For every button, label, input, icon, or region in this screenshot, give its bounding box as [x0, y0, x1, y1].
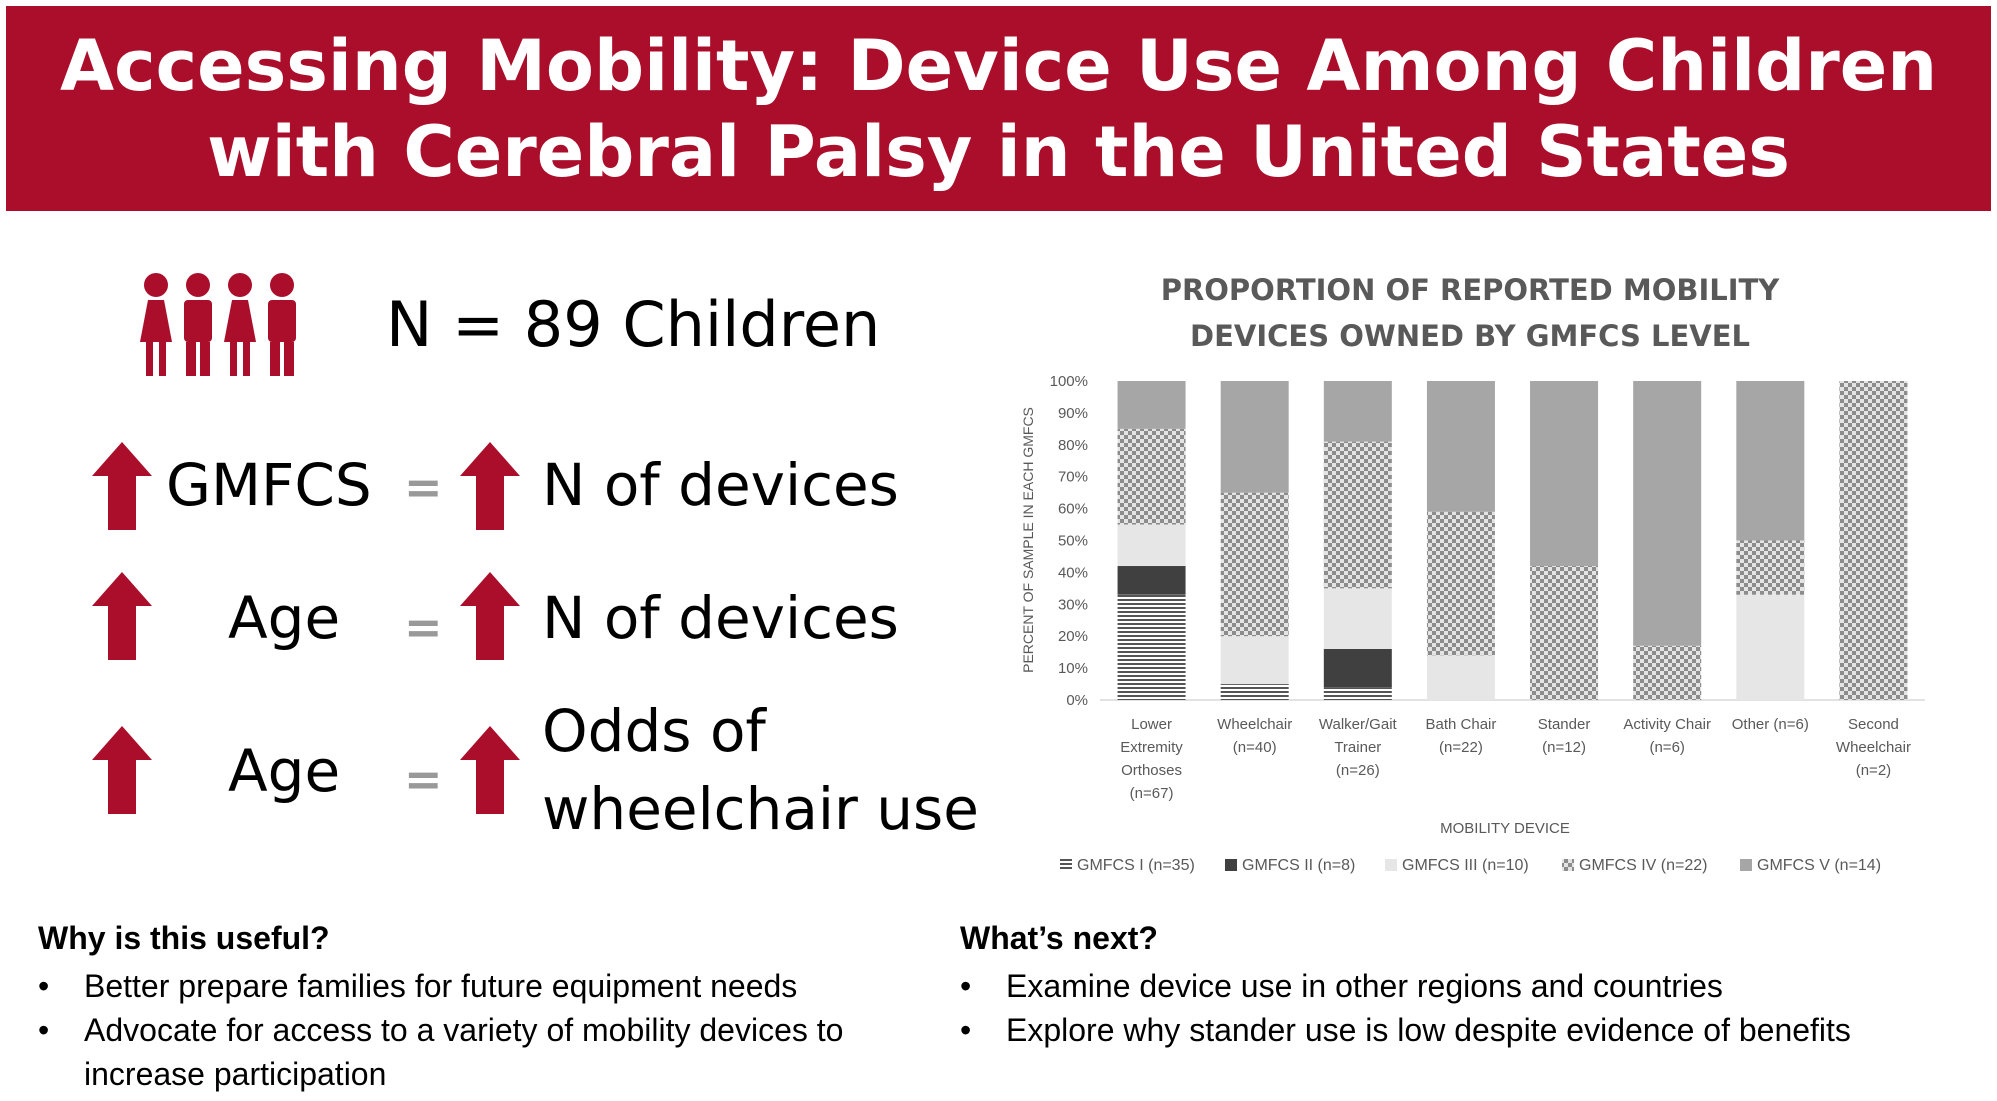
legend-swatch: [1060, 859, 1072, 871]
title-banner: Accessing Mobility: Device Use Among Chi…: [6, 6, 1991, 211]
up-arrow-icon: [460, 442, 520, 530]
child-girl-icon: [224, 273, 256, 376]
y-tick-label: 20%: [1058, 628, 1088, 645]
finding-right-line2: wheelchair use: [542, 775, 979, 843]
equals-sign: =: [404, 600, 443, 654]
x-category-label: Wheelchair (n=40): [1217, 716, 1292, 756]
y-tick-label: 80%: [1058, 437, 1088, 454]
bar-segment: [1530, 566, 1599, 700]
up-arrow-icon: [92, 442, 152, 530]
bar-segment: [1426, 655, 1495, 700]
legend-swatch: [1385, 859, 1397, 871]
bar-segment: [1220, 381, 1289, 493]
x-category-label: Bath Chair (n=22): [1426, 716, 1497, 756]
next-heading: What’s next?: [960, 920, 1158, 956]
bar-segment: [1117, 594, 1186, 700]
bar-segment: [1323, 441, 1392, 589]
legend-label: GMFCS IV (n=22): [1579, 857, 1707, 874]
finding-right-line1: Odds of: [542, 697, 766, 765]
bar-segment: [1530, 381, 1599, 567]
bar-segment: [1117, 381, 1186, 429]
legend-swatch: [1225, 859, 1237, 871]
up-arrow-icon: [92, 726, 152, 814]
bar-segment: [1117, 566, 1186, 595]
x-category-label: Activity Chair (n=6): [1623, 716, 1711, 756]
bar-segment: [1323, 687, 1392, 700]
stacked-bar-chart: PROPORTION OF REPORTED MOBILITY DEVICES …: [1020, 273, 1925, 874]
children-group-icon: [140, 273, 296, 376]
list-item: Better prepare families for future equip…: [38, 964, 958, 1008]
legend-label: GMFCS III (n=10): [1402, 857, 1529, 874]
bar-segment: [1323, 381, 1392, 442]
y-tick-label: 100%: [1050, 373, 1088, 390]
equals-sign: =: [404, 752, 443, 806]
bar-segment: [1117, 524, 1186, 567]
bar-segment: [1633, 645, 1702, 700]
bar-segment: [1323, 648, 1392, 688]
x-category-label: Stander (n=12): [1538, 716, 1591, 756]
bar-segment: [1426, 381, 1495, 512]
x-category-label: Walker/Gait Trainer (n=26): [1319, 716, 1398, 779]
y-tick-label: 30%: [1058, 596, 1088, 613]
legend-swatch: [1562, 859, 1574, 871]
finding-right: N of devices: [542, 584, 899, 652]
y-tick-label: 40%: [1058, 564, 1088, 581]
finding-left: GMFCS: [166, 451, 372, 519]
bar-segment: [1323, 588, 1392, 649]
finding-right: N of devices: [542, 451, 899, 519]
legend-swatch: [1740, 859, 1752, 871]
page-title: Accessing Mobility: Device Use Among Chi…: [59, 24, 1938, 193]
y-tick-label: 50%: [1058, 533, 1088, 550]
legend-label: GMFCS V (n=14): [1757, 857, 1881, 874]
bar-segment: [1633, 381, 1702, 646]
why-list: Better prepare families for future equip…: [38, 964, 958, 1096]
y-tick-label: 70%: [1058, 469, 1088, 486]
legend-label: GMFCS I (n=35): [1077, 857, 1195, 874]
finding-left: Age: [228, 584, 341, 652]
why-heading: Why is this useful?: [38, 920, 330, 956]
y-tick-label: 10%: [1058, 660, 1088, 677]
legend-label: GMFCS II (n=8): [1242, 857, 1355, 874]
chart-title-line2: DEVICES OWNED BY GMFCS LEVEL: [1190, 319, 1750, 353]
finding-left: Age: [228, 737, 341, 805]
bar-segment: [1736, 594, 1805, 700]
bar-segment: [1426, 511, 1495, 656]
x-category-label: Second Wheelchair (n=2): [1836, 716, 1911, 779]
x-category-label: Lower Extremity Orthoses (n=67): [1120, 716, 1183, 802]
bar-segment: [1220, 636, 1289, 685]
next-list: Examine device use in other regions and …: [960, 964, 1990, 1052]
x-axis-label: MOBILITY DEVICE: [1440, 820, 1570, 837]
chart-title-line1: PROPORTION OF REPORTED MOBILITY: [1161, 273, 1781, 307]
bar-segment: [1736, 381, 1805, 541]
y-tick-label: 90%: [1058, 405, 1088, 422]
equals-sign: =: [404, 460, 443, 514]
bar-segment: [1736, 540, 1805, 595]
y-tick-label: 0%: [1066, 692, 1088, 709]
bar-segment: [1117, 428, 1186, 525]
list-item: Explore why stander use is low despite e…: [960, 1008, 1990, 1052]
bar-segment: [1220, 684, 1289, 700]
list-item: Advocate for access to a variety of mobi…: [38, 1008, 958, 1096]
sample-size: N = 89 Children: [386, 288, 881, 361]
up-arrow-icon: [460, 726, 520, 814]
child-boy-icon: [268, 273, 296, 376]
bar-segment: [1220, 492, 1289, 637]
list-item: Examine device use in other regions and …: [960, 964, 1990, 1008]
child-girl-icon: [140, 273, 172, 376]
y-axis-label: PERCENT OF SAMPLE IN EACH GMFCS: [1020, 407, 1036, 673]
x-category-label: Other (n=6): [1732, 716, 1809, 733]
up-arrow-icon: [460, 572, 520, 660]
up-arrow-icon: [92, 572, 152, 660]
child-boy-icon: [184, 273, 212, 376]
y-tick-label: 60%: [1058, 501, 1088, 518]
bar-segment: [1839, 381, 1908, 700]
